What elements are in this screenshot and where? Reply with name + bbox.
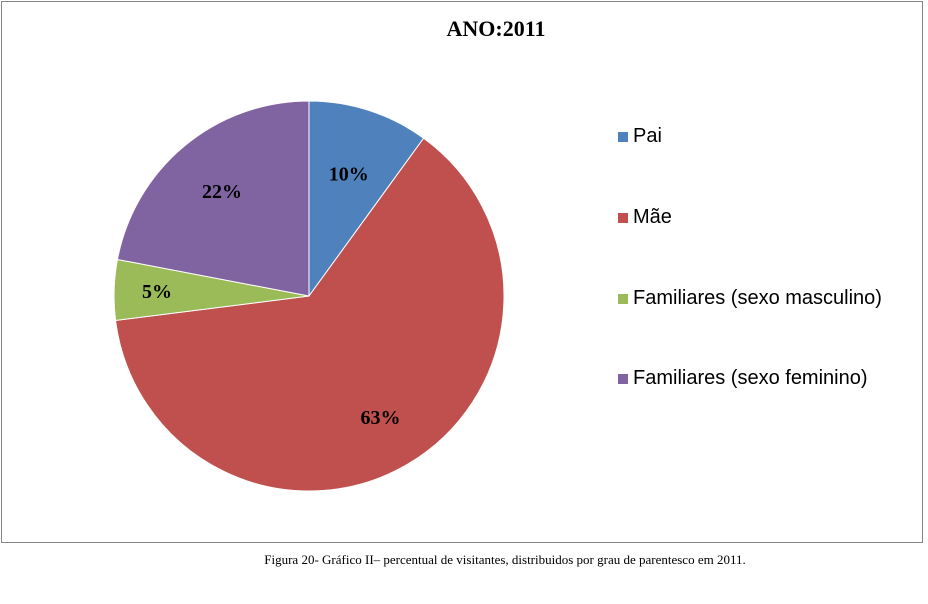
legend-swatch [618,373,628,384]
legend-swatch [618,212,628,223]
legend-item-4: Familiares (sexo feminino) [618,367,868,390]
legend-label: Mãe [633,206,672,228]
data-label-4: 22% [202,181,242,203]
pie-chart: 10% 63% 5% 22% [113,100,505,492]
data-label-1: 10% [329,164,369,186]
legend-item-3: Familiares (sexo masculino) [618,287,882,310]
legend-item-1: Pai [618,125,662,148]
legend-label: Pai [633,125,662,147]
pie-slice-1 [308,100,425,298]
legend-swatch [618,293,628,304]
legend-label: Familiares (sexo feminino) [633,367,868,389]
data-label-3: 5% [142,281,172,303]
chart-title: ANO:2011 [446,16,546,41]
legend-label: Familiares (sexo masculino) [633,287,882,309]
figure-caption: Figura 20- Gráfico II– percentual de vis… [264,552,746,567]
legend-swatch [618,131,628,142]
legend-item-2: Mãe [618,206,672,229]
chart-frame: ANO:2011 10% 63% 5% 22% Pai Mãe Familiares (s… [1,1,923,543]
pie-slice-4 [116,100,310,297]
data-label-2: 63% [360,407,400,429]
pie-slice-2 [114,137,505,492]
